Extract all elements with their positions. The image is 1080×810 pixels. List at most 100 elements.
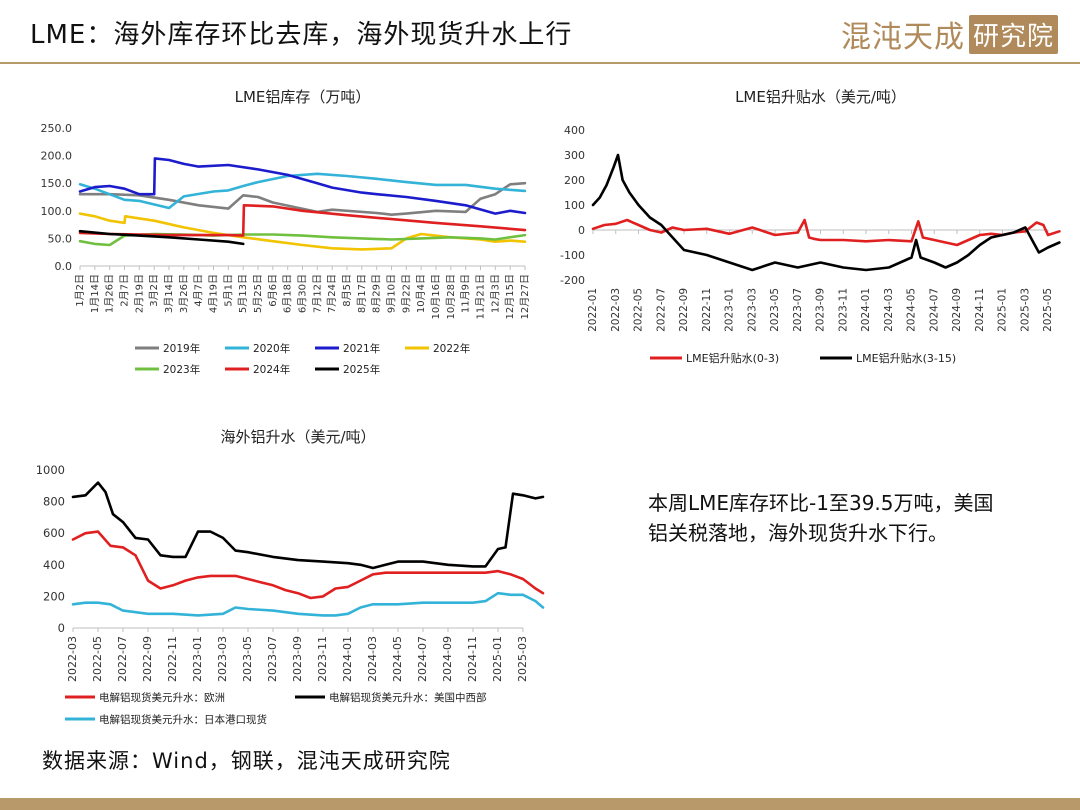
y-tick-label: 600 xyxy=(43,526,65,540)
x-tick-label: 12月27日 xyxy=(519,274,531,319)
x-tick-label: 2022-01 xyxy=(587,288,599,332)
legend-label: 电解铝现货美元升水：美国中西部 xyxy=(329,691,487,704)
legend-label: 2022年 xyxy=(433,342,470,355)
x-tick-label: 7月24日 xyxy=(326,274,338,313)
x-tick-label: 2023-05 xyxy=(241,636,254,682)
x-tick-label: 7月12日 xyxy=(311,274,323,313)
x-tick-label: 9月10日 xyxy=(386,274,398,313)
x-tick-label: 1月14日 xyxy=(89,274,101,313)
x-tick-label: 2024-05 xyxy=(906,288,918,332)
x-tick-label: 2025-05 xyxy=(1042,288,1054,332)
legend-label: 2023年 xyxy=(163,363,200,376)
series-line xyxy=(78,232,527,247)
slide-title: LME：海外库存环比去库，海外现货升水上行 xyxy=(30,20,573,50)
x-tick-label: 2月7日 xyxy=(119,274,131,307)
x-tick-label: 2024-05 xyxy=(391,636,404,682)
y-tick-label: 0 xyxy=(58,621,65,635)
series-line xyxy=(78,204,527,237)
x-tick-label: 2022-03 xyxy=(66,636,79,682)
y-tick-label: 300 xyxy=(564,149,585,162)
header-rule xyxy=(0,62,1080,64)
x-tick-label: 2023-01 xyxy=(191,636,204,682)
x-tick-label: 2025-03 xyxy=(1019,288,1031,332)
series-line xyxy=(591,153,1061,272)
x-tick-label: 4月7日 xyxy=(193,274,205,307)
x-tick-label: 6月18日 xyxy=(282,274,294,313)
x-tick-label: 8月17日 xyxy=(356,274,368,313)
inventory-chart: LME铝库存（万吨） 0.0 50.0 100.0 150.0 200.0 250.0 1月2… xyxy=(30,80,540,390)
y-tick-label: 250.0 xyxy=(41,122,73,135)
x-tick-label: 11月21日 xyxy=(475,274,487,319)
y-tick-label: 100 xyxy=(564,199,585,212)
x-tick-label: 2022-07 xyxy=(116,636,129,682)
x-tick-label: 10月4日 xyxy=(415,274,427,313)
x-tick-label: 2023-09 xyxy=(291,636,304,682)
chart-title: 海外铝升水（美元/吨） xyxy=(220,428,375,446)
backwardation-chart: LME铝升贴水（美元/吨） -200 -100 0 100 200 300 400 2022-0… xyxy=(545,80,1065,390)
x-tick-label: 2022-11 xyxy=(701,288,713,332)
x-tick-label: 2025-03 xyxy=(516,636,529,682)
series-line xyxy=(591,218,1061,247)
series-line xyxy=(71,530,545,600)
x-tick-label: 4月19日 xyxy=(208,274,220,313)
y-tick-label: 0.0 xyxy=(55,260,73,273)
series-line xyxy=(71,481,545,570)
chart-title: LME铝升贴水（美元/吨） xyxy=(735,88,906,106)
y-tick-label: -100 xyxy=(560,249,585,262)
legend-label: 2020年 xyxy=(253,342,290,355)
x-tick-label: 2024-01 xyxy=(341,636,354,682)
x-tick-label: 2024-11 xyxy=(466,636,479,682)
y-tick-label: 800 xyxy=(43,495,65,509)
x-tick-label: 2024-07 xyxy=(416,636,429,682)
legend-label: 2019年 xyxy=(163,342,200,355)
series-line xyxy=(71,591,545,617)
x-tick-label: 2025-01 xyxy=(997,288,1009,332)
backwardation-chart-svg: LME铝升贴水（美元/吨） -200 -100 0 100 200 300 400 2022-0… xyxy=(560,88,1061,365)
legend-label: 2025年 xyxy=(343,363,380,376)
x-tick-label: 5月13日 xyxy=(237,274,249,313)
legend-label: LME铝升贴水(0-3) xyxy=(686,351,779,365)
x-tick-label: 2023-11 xyxy=(316,636,329,682)
y-tick-label: 400 xyxy=(564,124,585,137)
x-tick-label: 1月2日 xyxy=(74,274,86,307)
y-tick-label: 200.0 xyxy=(41,150,73,163)
x-tick-label: 2024-09 xyxy=(441,636,454,682)
legend-label: 2024年 xyxy=(253,363,290,376)
y-tick-label: 200 xyxy=(564,174,585,187)
x-tick-label: 2025-01 xyxy=(491,636,504,682)
brand-name: 混沌天成 xyxy=(840,20,965,55)
x-tick-label: 1月26日 xyxy=(104,274,116,313)
brand-institute-box: 研究院 xyxy=(968,14,1058,54)
x-tick-label: 8月5日 xyxy=(341,274,353,307)
y-tick-label: 0 xyxy=(578,224,585,237)
x-tick-label: 2023-05 xyxy=(769,288,781,332)
x-tick-label: 2023-11 xyxy=(837,288,849,332)
x-tick-label: 2024-03 xyxy=(366,636,379,682)
x-tick-label: 2023-03 xyxy=(746,288,758,332)
x-tick-label: 6月6日 xyxy=(267,274,279,307)
x-tick-label: 2022-05 xyxy=(91,636,104,682)
x-tick-label: 3月2日 xyxy=(148,274,160,307)
x-tick-label: 2023-07 xyxy=(266,636,279,682)
x-tick-label: 2024-09 xyxy=(951,288,963,332)
x-tick-label: 2022-03 xyxy=(610,288,622,332)
x-tick-label: 12月3日 xyxy=(489,274,501,313)
x-tick-label: 10月28日 xyxy=(445,274,457,319)
x-tick-label: 2024-01 xyxy=(860,288,872,332)
x-tick-label: 10月16日 xyxy=(430,274,442,319)
x-tick-label: 3月14日 xyxy=(163,274,175,313)
x-tick-label: 3月26日 xyxy=(178,274,190,313)
legend-label: 电解铝现货美元升水：日本港口现货 xyxy=(99,713,267,726)
x-tick-label: 2023-07 xyxy=(792,288,804,332)
series-line xyxy=(78,172,527,210)
series-line xyxy=(78,229,245,246)
x-tick-label: 2022-09 xyxy=(141,636,154,682)
y-tick-label: 400 xyxy=(43,558,65,572)
x-tick-label: 11月9日 xyxy=(460,274,472,313)
y-tick-label: 1000 xyxy=(36,463,65,477)
x-tick-label: 8月29日 xyxy=(371,274,383,313)
x-tick-label: 2022-05 xyxy=(633,288,645,332)
inventory-chart-svg: LME铝库存（万吨） 0.0 50.0 100.0 150.0 200.0 250.0 1月2… xyxy=(41,88,532,376)
chart-title: LME铝库存（万吨） xyxy=(235,88,371,106)
x-tick-label: 5月1日 xyxy=(222,274,234,307)
